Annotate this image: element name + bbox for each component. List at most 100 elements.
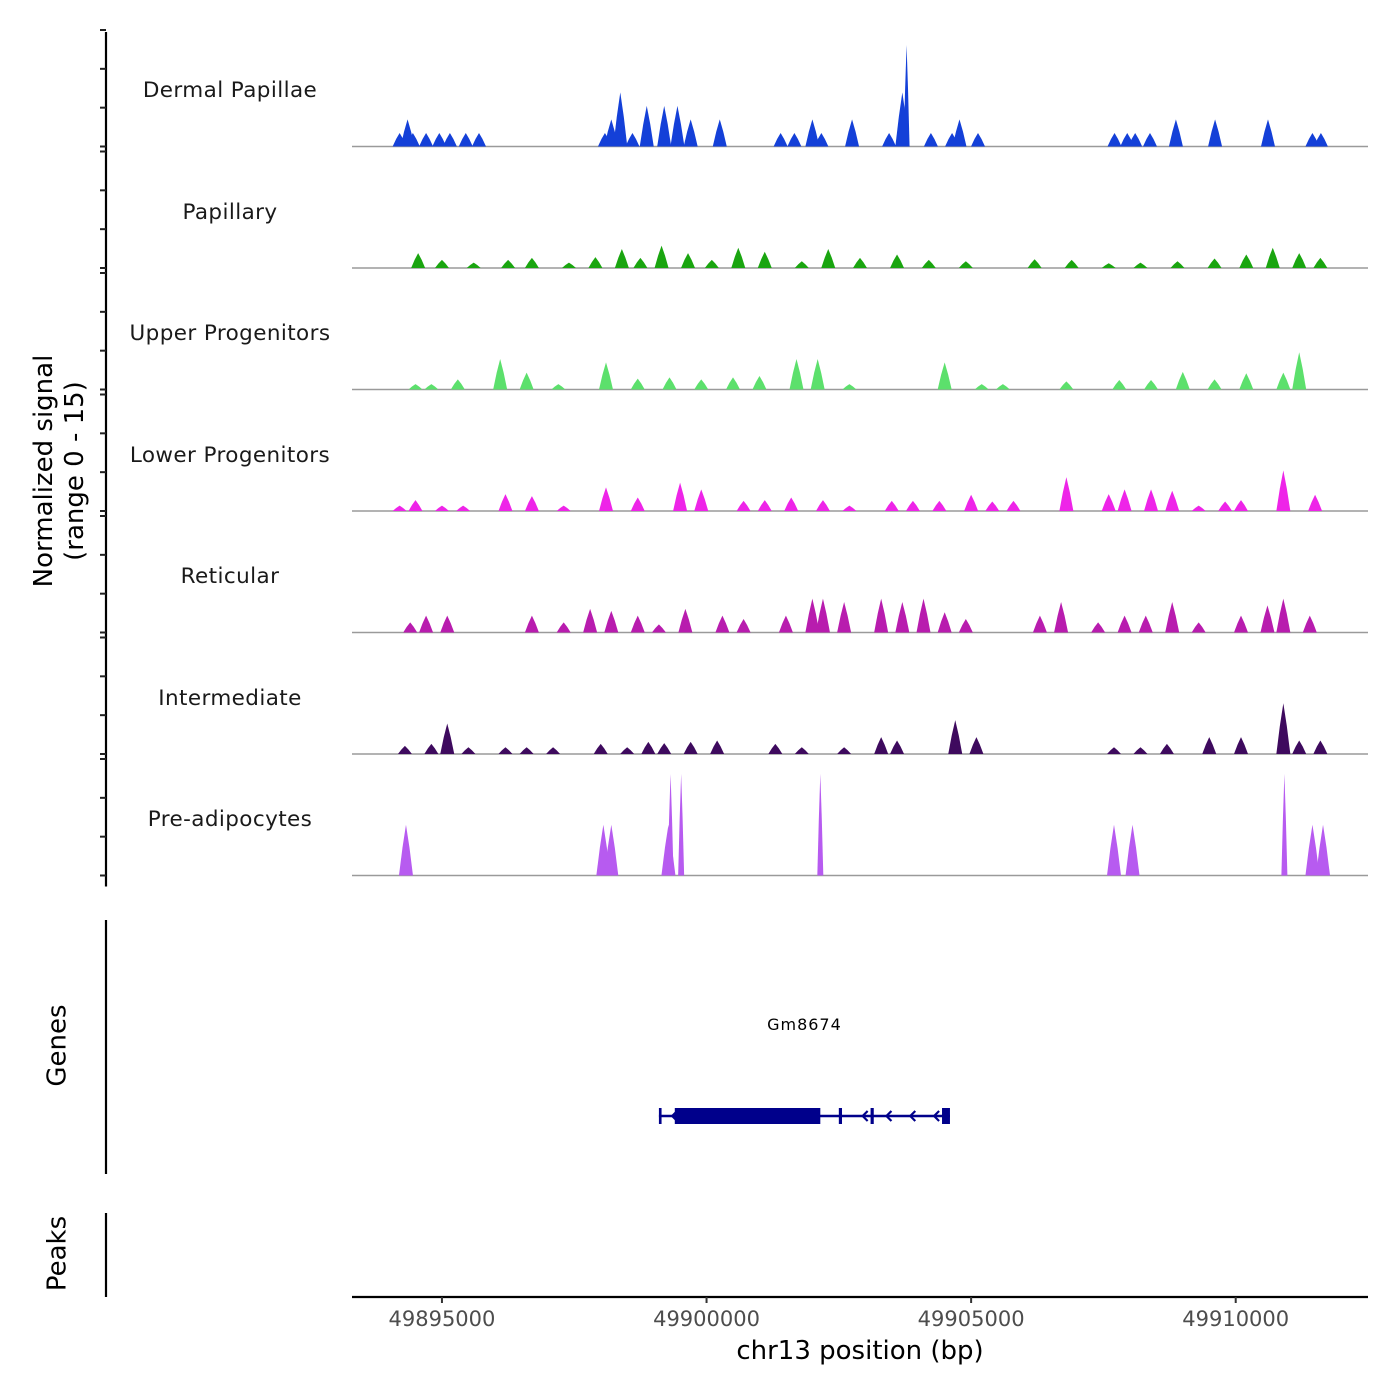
gene-name-label: Gm8674: [767, 1015, 842, 1034]
signal-peak: [1107, 824, 1121, 876]
signal-peak: [1101, 494, 1116, 511]
signal-peak: [937, 362, 952, 390]
signal-peak: [1107, 132, 1122, 147]
signal-peak: [424, 384, 439, 390]
signal-peak: [752, 375, 767, 390]
signal-peak: [620, 747, 635, 754]
signal-peak: [837, 747, 852, 754]
signal-peak: [890, 740, 905, 754]
signal-peak: [805, 598, 820, 633]
signal-peak: [630, 497, 645, 511]
signal-peak: [757, 500, 772, 511]
signal-peak: [1292, 253, 1307, 268]
signal-peak: [805, 119, 820, 147]
signal-peak: [1170, 261, 1185, 268]
signal-peak: [794, 747, 809, 754]
signal-peak: [821, 249, 836, 268]
signal-peak: [923, 132, 938, 147]
signal-peak: [1313, 132, 1328, 147]
signal-peak: [715, 615, 730, 633]
track-label: Upper Progenitors: [129, 321, 331, 346]
signal-peak: [442, 132, 457, 147]
signal-peak: [974, 384, 989, 390]
signal-peak: [599, 362, 613, 390]
signal-peak: [1059, 381, 1074, 390]
signal-peak: [1313, 257, 1328, 268]
signal-peak: [971, 132, 986, 147]
signal-peak: [1234, 737, 1248, 754]
signal-peak: [1091, 622, 1106, 633]
signal-peak: [1302, 615, 1317, 633]
signal-peak: [1276, 372, 1291, 390]
track-dermal-papillae: [352, 45, 1368, 148]
gene-exon: [942, 1108, 950, 1124]
signal-peak: [1032, 615, 1047, 633]
track-label: Lower Progenitors: [129, 442, 331, 468]
signal-peak: [424, 743, 439, 754]
signal-peak: [1064, 259, 1079, 268]
signal-peak: [1165, 602, 1180, 633]
signal-peak: [633, 257, 648, 268]
signal-peak: [1239, 254, 1254, 268]
signal-peak: [1202, 737, 1217, 754]
signal-peak: [1234, 500, 1248, 511]
signal-peak: [1316, 824, 1331, 876]
signal-peak: [432, 132, 447, 147]
strand-arrow-icon: [908, 1110, 917, 1122]
signal-peak: [1117, 615, 1132, 633]
signal-peak: [670, 105, 685, 147]
signal-peak: [1159, 743, 1174, 754]
signal-peak: [810, 359, 825, 390]
signal-peak: [1128, 132, 1143, 147]
signal-peak: [773, 132, 788, 147]
signal-peak: [398, 824, 413, 876]
signal-peak: [654, 245, 669, 268]
signal-peak: [519, 747, 534, 754]
signal-peak: [712, 119, 727, 147]
signal-peak: [1133, 262, 1148, 268]
signal-peak: [593, 743, 608, 754]
signal-peak: [1112, 380, 1127, 390]
signal-peak: [641, 741, 656, 754]
x-tick-label: 49905000: [917, 1307, 1025, 1331]
signal-peak: [403, 622, 418, 633]
signal-peak: [1165, 490, 1180, 511]
signal-peak: [667, 774, 674, 876]
signal-peak: [1234, 615, 1248, 633]
signal-peak: [794, 261, 809, 268]
coverage-tracks: [352, 45, 1368, 877]
signal-peak: [842, 505, 857, 511]
signal-peak: [498, 494, 513, 511]
signal-peak: [890, 254, 905, 268]
y-axis-title-line1: Normalized signal: [29, 354, 59, 588]
signal-peak: [1260, 119, 1275, 147]
signal-peak: [1054, 602, 1069, 633]
signal-peak: [948, 720, 963, 754]
signal-peak: [472, 132, 486, 147]
signal-peak: [681, 253, 696, 268]
signal-peak: [964, 494, 979, 511]
signal-peak: [921, 259, 936, 268]
signal-peak: [1276, 470, 1291, 511]
signal-peak: [392, 505, 407, 511]
x-axis-title: chr13 position (bp): [736, 1336, 984, 1366]
signal-peak: [1292, 352, 1307, 390]
signal-peak: [604, 824, 619, 876]
signal-peak: [546, 747, 561, 754]
signal-peak: [787, 132, 802, 147]
signal-peak: [815, 598, 830, 633]
gene-gm8674: [658, 1108, 950, 1124]
signal-peak: [958, 618, 973, 633]
signal-peak: [817, 774, 824, 876]
signal-peak: [1144, 489, 1159, 511]
signal-peak: [694, 379, 709, 390]
signal-peak: [969, 737, 984, 754]
strand-arrow-icon: [932, 1110, 940, 1122]
strand-arrow-icon: [670, 1110, 678, 1122]
signal-peak: [458, 132, 473, 147]
signal-peak: [524, 496, 539, 511]
signal-peak: [625, 132, 640, 147]
track-lower-progenitors: [352, 470, 1368, 512]
signal-peak: [784, 497, 799, 511]
signal-peak: [995, 384, 1010, 390]
